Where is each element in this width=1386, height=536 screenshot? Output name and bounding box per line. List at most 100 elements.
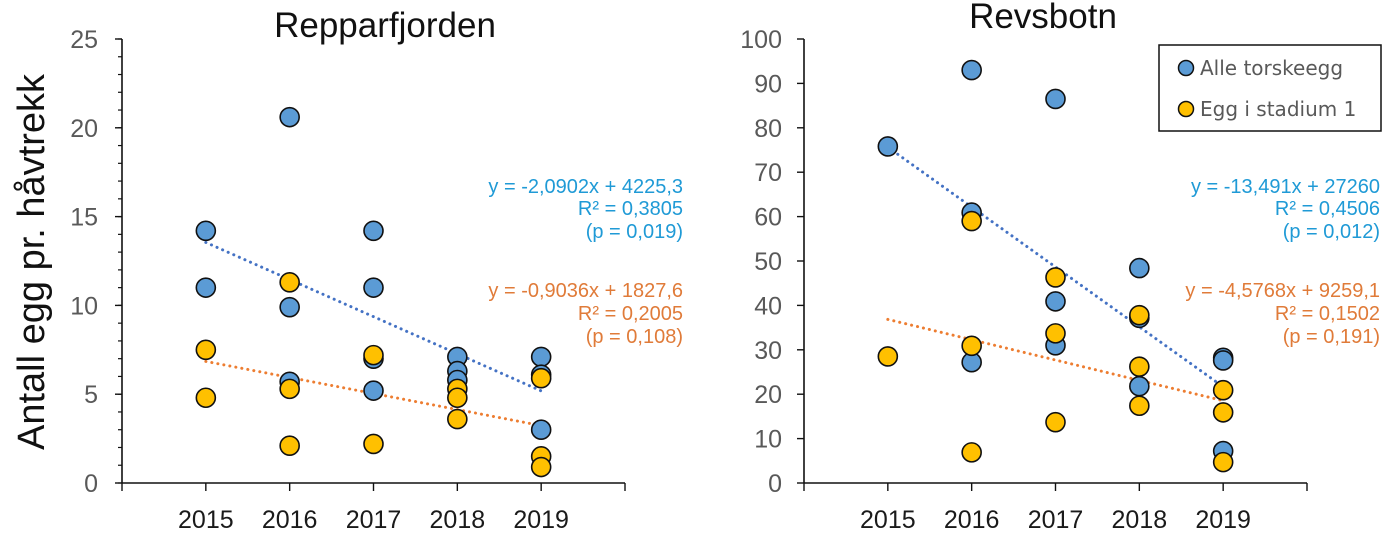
- legend-box: [1158, 44, 1382, 132]
- data-point-egg-i-stadium-1: [1045, 411, 1066, 433]
- y-tick-label: 0: [768, 470, 782, 498]
- y-tick-label: 100: [740, 26, 782, 54]
- trendlines: [886, 145, 1225, 403]
- data-point-alle-torskeegg: [195, 220, 217, 242]
- trendline-annotation: (p = 0,019): [586, 221, 683, 243]
- chart-title: Repparfjorden: [274, 6, 496, 45]
- data-point-egg-i-stadium-1: [961, 210, 982, 232]
- trendline-annotation: (p = 0,191): [1283, 326, 1380, 348]
- data-point-alle-torskeegg: [363, 220, 384, 242]
- trendline-annotation: y = -13,491x + 27260: [1191, 176, 1380, 198]
- chart-panel-revsbotn: Revsbotn 0 10 20 30 40 50 60 70 80 90 100 2015 2016 2…: [740, 0, 1382, 534]
- y-tick-label: 10: [754, 426, 782, 454]
- trendline-annotation: R² = 0,4506: [1275, 198, 1380, 220]
- y-tick-label: 30: [754, 337, 782, 365]
- data-point-egg-i-stadium-1: [363, 344, 384, 366]
- data-point-egg-i-stadium-1: [1212, 451, 1234, 473]
- data-point-egg-i-stadium-1: [447, 408, 468, 430]
- data-point-egg-i-stadium-1: [279, 435, 300, 457]
- y-tick-label: 60: [754, 204, 782, 232]
- data-point-alle-torskeegg: [363, 380, 384, 401]
- data-point-egg-i-stadium-1: [1045, 267, 1066, 288]
- x-tick-label: 2019: [1195, 506, 1251, 534]
- x-tick-label: 2016: [262, 506, 318, 534]
- y-tick-label: 80: [754, 115, 782, 143]
- data-points: [877, 59, 1234, 473]
- data-point-egg-i-stadium-1: [363, 433, 384, 455]
- trendline-alle-torskeegg: [886, 145, 1225, 389]
- data-point-egg-i-stadium-1: [1129, 356, 1150, 377]
- data-point-alle-torskeegg: [877, 136, 899, 157]
- trendline-annotation: (p = 0,012): [1283, 221, 1380, 243]
- legend: Alle torskeegg Egg i stadium 1: [1158, 44, 1382, 132]
- data-point-alle-torskeegg: [1045, 291, 1066, 312]
- data-point-egg-i-stadium-1: [447, 387, 468, 409]
- axes: 0 10 20 30 40 50 60 70 80 90 100 2015 2016 2017 2018 20…: [740, 26, 1308, 534]
- legend-marker-alle-torskeegg: [1177, 59, 1195, 77]
- data-point-egg-i-stadium-1: [877, 346, 899, 367]
- data-point-alle-torskeegg: [1129, 375, 1150, 397]
- legend-marker-egg-i-stadium-1: [1177, 100, 1195, 118]
- data-point-alle-torskeegg: [363, 277, 384, 298]
- x-tick-label: 2018: [1112, 506, 1168, 534]
- x-tick-label: 2017: [346, 506, 402, 534]
- data-point-egg-i-stadium-1: [1045, 323, 1066, 344]
- x-tick-label: 2018: [430, 506, 486, 534]
- legend-label-egg-i-stadium-1: Egg i stadium 1: [1200, 97, 1356, 121]
- trendline-annotation: (p = 0,108): [586, 326, 683, 348]
- data-point-alle-torskeegg: [279, 296, 300, 318]
- data-point-egg-i-stadium-1: [1129, 304, 1150, 326]
- trendline-annotation: R² = 0,1502: [1275, 303, 1380, 325]
- x-tick-label: 2019: [513, 506, 569, 534]
- data-point-egg-i-stadium-1: [1212, 402, 1234, 423]
- chart-title: Revsbotn: [969, 0, 1117, 36]
- data-point-alle-torskeegg: [530, 419, 552, 441]
- y-tick-label: 20: [754, 381, 782, 409]
- y-tick-label: 25: [70, 26, 98, 54]
- data-point-egg-i-stadium-1: [1212, 379, 1234, 401]
- y-tick-label: 40: [754, 292, 782, 320]
- x-tick-label: 2016: [944, 506, 1000, 534]
- trendline-egg-i-stadium-1: [886, 317, 1225, 403]
- data-point-egg-i-stadium-1: [1129, 395, 1150, 417]
- data-point-alle-torskeegg: [1045, 88, 1066, 110]
- data-point-alle-torskeegg: [530, 346, 552, 368]
- y-tick-label: 70: [754, 159, 782, 187]
- y-tick-label: 5: [84, 381, 98, 409]
- chart-panel-repparfjorden: Repparfjorden Antall egg pr. håvtrekk 0 5…: [11, 6, 683, 534]
- data-point-alle-torskeegg: [1212, 350, 1234, 371]
- y-tick-label: 50: [754, 248, 782, 276]
- trendline-annotation: y = -4,5768x + 9259,1: [1185, 280, 1380, 302]
- data-point-alle-torskeegg: [961, 59, 982, 81]
- data-point-egg-i-stadium-1: [279, 272, 300, 293]
- trendline-annotation: y = -2,0902x + 4225,3: [488, 176, 683, 198]
- x-tick-label: 2015: [178, 506, 234, 534]
- x-tick-label: 2017: [1028, 506, 1084, 534]
- y-tick-label: 10: [70, 292, 98, 320]
- data-point-alle-torskeegg: [195, 277, 217, 298]
- data-point-egg-i-stadium-1: [195, 339, 217, 361]
- x-tick-label: 2015: [860, 506, 916, 534]
- trendline-annotations: y = -2,0902x + 4225,3R² = 0,3805(p = 0,0…: [488, 176, 683, 348]
- trendline-annotation: R² = 0,3805: [578, 198, 683, 220]
- data-point-egg-i-stadium-1: [961, 335, 982, 357]
- trendline-alle-torskeegg: [204, 240, 543, 393]
- data-point-egg-i-stadium-1: [279, 378, 300, 400]
- y-tick-label: 20: [70, 115, 98, 143]
- y-axis-label: Antall egg pr. håvtrekk: [11, 73, 53, 450]
- legend-label-alle-torskeegg: Alle torskeegg: [1200, 56, 1343, 80]
- data-point-alle-torskeegg: [279, 106, 300, 128]
- data-points: [195, 106, 552, 478]
- data-point-egg-i-stadium-1: [195, 387, 217, 409]
- y-tick-label: 15: [70, 204, 98, 232]
- axes: 0 5 10 15 20 25 2015 2016 2017 2018 2019: [70, 26, 626, 534]
- y-tick-label: 0: [84, 470, 98, 498]
- data-point-egg-i-stadium-1: [530, 456, 552, 478]
- y-tick-label: 90: [754, 70, 782, 98]
- trendline-annotation: y = -0,9036x + 1827,6: [488, 280, 683, 302]
- data-point-egg-i-stadium-1: [530, 367, 552, 389]
- data-point-egg-i-stadium-1: [961, 442, 982, 463]
- data-point-alle-torskeegg: [1129, 257, 1150, 279]
